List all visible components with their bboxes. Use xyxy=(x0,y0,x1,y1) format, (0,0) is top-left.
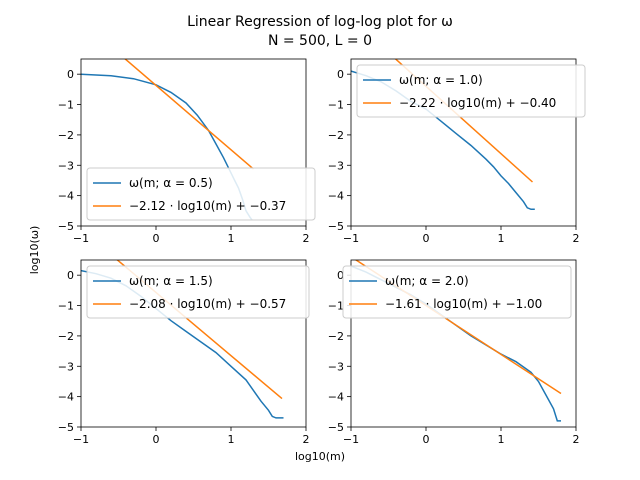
legend-top-right: ω(m; α = 1.0) −2.22 · log10(m) + −0.40 xyxy=(356,64,586,118)
legend-label: ω(m; α = 1.0) xyxy=(399,73,483,87)
y-tick-label: −3 xyxy=(328,360,344,373)
y-tick-label: −4 xyxy=(58,190,74,203)
x-tick-label: 2 xyxy=(573,433,580,446)
figure-xlabel: log10(m) xyxy=(295,450,345,463)
y-tick-label: −1 xyxy=(328,99,344,112)
y-tick-label: −1 xyxy=(58,99,74,112)
legend-label: −1.61 · log10(m) + −1.00 xyxy=(385,297,542,311)
x-tick-label: 1 xyxy=(498,232,505,245)
legend-label: ω(m; α = 2.0) xyxy=(385,274,469,288)
legend-bottom-right: ω(m; α = 2.0) −1.61 · log10(m) + −1.00 xyxy=(342,265,572,319)
legend-box xyxy=(86,167,316,221)
y-tick-label: 0 xyxy=(67,269,74,282)
x-tick-label: 2 xyxy=(573,232,580,245)
y-tick-label: −4 xyxy=(58,391,74,404)
x-tick-label: 0 xyxy=(153,433,160,446)
subplot-top-left: −1 0 1 2 0 −1 −2 −3 −4 −5 ω(m; α = 0.5) −2.12 · log… xyxy=(58,58,316,245)
x-tick-label: 1 xyxy=(498,433,505,446)
x-tick-label: 1 xyxy=(228,232,235,245)
legend-box xyxy=(342,265,572,319)
x-tick-label: 0 xyxy=(153,232,160,245)
legend-box xyxy=(356,64,586,118)
figure-title-line2: N = 500, L = 0 xyxy=(268,33,372,49)
y-tick-label: −3 xyxy=(58,360,74,373)
legend-bottom-left: ω(m; α = 1.5) −2.08 · log10(m) + −0.57 xyxy=(86,265,310,319)
y-tick-label: −5 xyxy=(58,220,74,233)
legend-label: ω(m; α = 1.5) xyxy=(129,274,213,288)
y-tick-label: −2 xyxy=(58,129,74,142)
y-tick-label: −5 xyxy=(328,421,344,434)
axes-frame-bottom-left xyxy=(80,259,307,428)
y-tick-label: −5 xyxy=(58,421,74,434)
subplot-top-right: −1 0 1 2 0 −1 −2 −3 −4 −5 ω(m; α = 1.0) −2.22 · log… xyxy=(328,58,586,245)
legend-top-left: ω(m; α = 0.5) −2.12 · log10(m) + −0.37 xyxy=(86,167,316,221)
x-tick-label: 2 xyxy=(303,232,310,245)
y-tick-label: −4 xyxy=(328,391,344,404)
x-tick-label: −1 xyxy=(343,232,359,245)
y-tick-label: −2 xyxy=(328,129,344,142)
x-tick-label: 1 xyxy=(228,433,235,446)
y-tick-label: −3 xyxy=(58,159,74,172)
figure-ylabel: log10(ω) xyxy=(28,226,41,275)
y-tick-label: −4 xyxy=(328,190,344,203)
x-tick-label: 2 xyxy=(303,433,310,446)
y-tick-label: −1 xyxy=(328,300,344,313)
x-tick-label: 0 xyxy=(423,433,430,446)
legend-label: ω(m; α = 0.5) xyxy=(129,176,213,190)
legend-label: −2.08 · log10(m) + −0.57 xyxy=(129,297,286,311)
subplot-bottom-left: −1 0 1 2 0 −1 −2 −3 −4 −5 ω(m; α = 1.5) −2.08 · log… xyxy=(58,259,310,446)
legend-box xyxy=(86,265,310,319)
y-tick-label: 0 xyxy=(337,269,344,282)
x-tick-label: −1 xyxy=(343,433,359,446)
y-tick-label: −2 xyxy=(328,330,344,343)
y-tick-label: −2 xyxy=(58,330,74,343)
subplot-grid: −1 0 1 2 0 −1 −2 −3 −4 −5 ω(m; α = 0.5) −2.12 · log… xyxy=(58,58,586,446)
axes-frame-top-left xyxy=(80,58,307,227)
y-tick-label: −5 xyxy=(328,220,344,233)
y-tick-label: −3 xyxy=(328,159,344,172)
x-tick-label: −1 xyxy=(73,433,89,446)
legend-label: −2.22 · log10(m) + −0.40 xyxy=(399,96,556,110)
x-tick-label: 0 xyxy=(423,232,430,245)
figure-title-line1: Linear Regression of log-log plot for ω xyxy=(187,14,453,30)
y-tick-label: 0 xyxy=(337,68,344,81)
axes-frame-top-right xyxy=(350,58,577,227)
x-tick-label: −1 xyxy=(73,232,89,245)
y-tick-label: −1 xyxy=(58,300,74,313)
axes-frame-bottom-right xyxy=(350,259,577,428)
subplot-bottom-right: −1 0 1 2 0 −1 −2 −3 −4 −5 ω(m; α = 2.0) −1.61 · log… xyxy=(328,259,580,446)
y-tick-label: 0 xyxy=(67,68,74,81)
legend-label: −2.12 · log10(m) + −0.37 xyxy=(129,199,286,213)
fit-line-top-left xyxy=(124,59,254,170)
